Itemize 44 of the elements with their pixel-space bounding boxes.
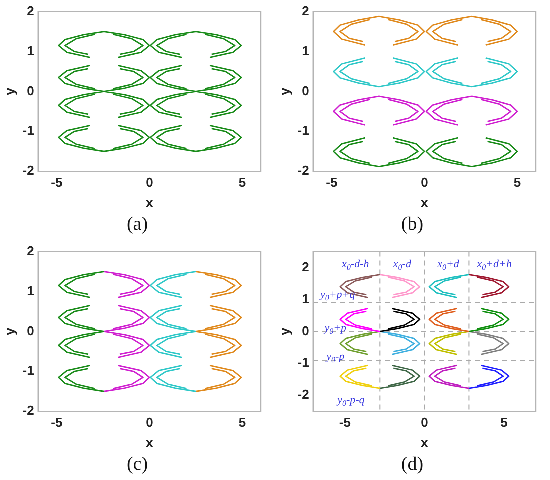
text: (a) <box>126 213 150 237</box>
y-tick-label: -2 <box>22 403 34 418</box>
y-tick-label: -2 <box>298 163 310 178</box>
y-axis-title: y <box>1 88 18 96</box>
y-tick-label: 1 <box>302 291 310 306</box>
x-tick-label: -5 <box>51 414 63 430</box>
x-axis-title: x <box>420 194 429 210</box>
x-axis-title: x <box>420 434 429 450</box>
y-tick-label: 0 <box>302 83 310 98</box>
y-tick-label: 2 <box>302 3 310 18</box>
x-tick-label: 0 <box>146 414 154 430</box>
x-tick-label: -5 <box>339 414 351 430</box>
x-tick-label: 5 <box>514 174 522 190</box>
text: (b) <box>400 213 425 237</box>
y-tick-label: 1 <box>302 43 310 58</box>
y-axis-title: y <box>1 328 18 336</box>
y-tick-label: -2 <box>22 163 34 178</box>
x-tick-label: 5 <box>238 174 246 190</box>
y-tick-label: -1 <box>22 363 34 378</box>
x-tick-label: -5 <box>51 174 63 190</box>
y-tick-label: 1 <box>27 283 34 298</box>
y-axis-title: y <box>276 328 292 336</box>
y-tick-label: 0 <box>27 83 34 98</box>
x-tick-label: 0 <box>421 414 428 430</box>
text: (c) <box>126 453 150 477</box>
y-tick-label: -1 <box>298 123 310 138</box>
x-axis-title: x <box>146 434 154 450</box>
y-tick-label: 0 <box>27 323 34 338</box>
y-tick-label: -1 <box>22 123 34 138</box>
x-tick-label: 5 <box>238 414 246 430</box>
y-tick-label: -2 <box>298 387 310 402</box>
y-tick-label: -1 <box>298 355 310 370</box>
x-tick-label: 5 <box>500 414 508 430</box>
y-tick-label: 2 <box>27 243 34 258</box>
text: (d) <box>400 453 425 477</box>
x-tick-label: 0 <box>146 174 154 190</box>
x-tick-label: 0 <box>421 174 428 190</box>
y-tick-label: 1 <box>27 43 34 58</box>
y-tick-label: 2 <box>27 3 34 18</box>
y-tick-label: 0 <box>302 323 310 338</box>
y-tick-label: 2 <box>302 259 310 274</box>
x-axis-title: x <box>146 194 154 210</box>
x-tick-label: -5 <box>326 174 338 190</box>
y-axis-title: y <box>276 88 292 96</box>
